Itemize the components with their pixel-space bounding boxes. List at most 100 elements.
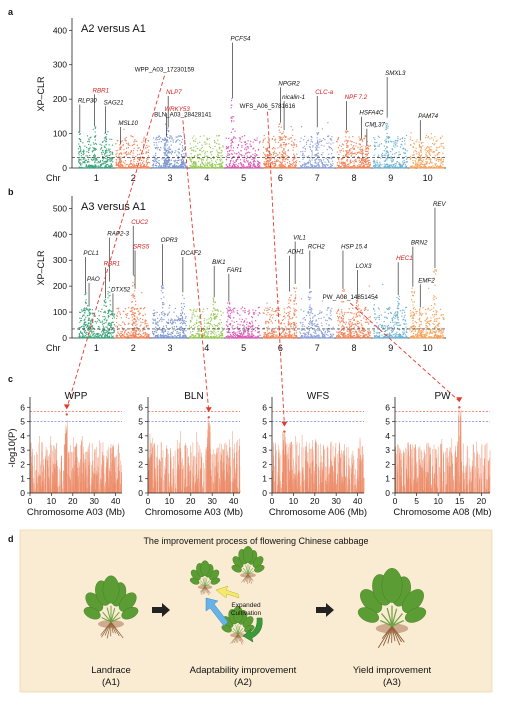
snp-point xyxy=(136,324,137,325)
snp-point xyxy=(156,142,157,143)
snp-point xyxy=(204,320,205,321)
snp-point xyxy=(217,140,218,141)
snp-point xyxy=(385,142,386,143)
snp-point xyxy=(312,141,313,142)
snp-point xyxy=(210,314,211,315)
snp-point xyxy=(126,329,127,330)
snp-point xyxy=(308,167,309,168)
snp-point xyxy=(94,161,95,162)
snp-point xyxy=(376,142,377,143)
snp-point xyxy=(400,167,401,168)
snp-point xyxy=(120,336,121,337)
snp-point xyxy=(199,334,200,335)
snp-point xyxy=(366,164,367,165)
snp-point xyxy=(83,335,84,336)
snp-point xyxy=(118,162,119,163)
snp-point xyxy=(359,160,360,161)
snp-point xyxy=(87,330,88,331)
snp-point xyxy=(285,145,286,146)
snp-point xyxy=(123,129,124,130)
snp-point xyxy=(156,312,157,313)
panel-letter-b: b xyxy=(8,187,14,197)
snp-point xyxy=(382,153,383,154)
snp-point xyxy=(154,144,155,145)
snp-point xyxy=(80,139,81,140)
chromosome-tick-label: 1 xyxy=(94,343,99,353)
snp-point xyxy=(386,151,387,152)
snp-point xyxy=(309,159,310,160)
snp-point xyxy=(190,160,191,161)
snp-point xyxy=(155,326,156,327)
snp-point xyxy=(105,151,106,152)
snp-point xyxy=(400,139,401,140)
snp-point xyxy=(205,164,206,165)
chromosome-tick-label: 7 xyxy=(315,173,320,183)
snp-point xyxy=(323,145,324,146)
snp-point xyxy=(185,166,186,167)
snp-point xyxy=(317,140,318,141)
snp-point xyxy=(353,167,354,168)
snp-point xyxy=(165,160,166,161)
snp-point xyxy=(379,162,380,163)
snp-point xyxy=(318,144,319,145)
snp-point xyxy=(421,155,422,156)
snp-point xyxy=(174,326,175,327)
snp-point xyxy=(112,144,113,145)
snp-point xyxy=(331,136,332,137)
snp-point xyxy=(98,310,99,311)
snp-point xyxy=(234,152,235,153)
snp-point xyxy=(387,117,388,118)
snp-point xyxy=(221,163,222,164)
snp-point xyxy=(79,322,80,323)
snp-point xyxy=(90,330,91,331)
snp-point xyxy=(80,331,81,332)
snp-point xyxy=(328,142,329,143)
y-tick-label: 0 xyxy=(62,333,67,343)
snp-point xyxy=(130,135,131,136)
snp-point xyxy=(378,166,379,167)
snp-point xyxy=(390,164,391,165)
snp-point xyxy=(365,146,366,147)
snp-point xyxy=(359,138,360,139)
snp-point xyxy=(220,157,221,158)
snp-point xyxy=(132,312,133,313)
snp-point xyxy=(161,141,162,142)
snp-point xyxy=(292,160,293,161)
snp-point xyxy=(202,159,203,160)
snp-point xyxy=(195,141,196,142)
snp-point xyxy=(227,151,228,152)
snp-point xyxy=(137,148,138,149)
snp-point xyxy=(206,160,207,161)
snp-point xyxy=(365,156,366,157)
snp-point xyxy=(338,154,339,155)
snp-point xyxy=(146,325,147,326)
snp-point xyxy=(84,323,85,324)
snp-point xyxy=(171,144,172,145)
snp-point xyxy=(310,165,311,166)
snp-point xyxy=(121,333,122,334)
snp-point xyxy=(173,322,174,323)
snp-point xyxy=(327,164,328,165)
snp-point xyxy=(104,167,105,168)
snp-point xyxy=(280,167,281,168)
snp-point xyxy=(339,150,340,151)
snp-point xyxy=(266,164,267,165)
snp-point xyxy=(183,165,184,166)
snp-point xyxy=(355,145,356,146)
snp-point xyxy=(122,140,123,141)
snp-point xyxy=(78,148,79,149)
snp-point xyxy=(171,163,172,164)
snp-point xyxy=(193,310,194,311)
snp-point xyxy=(336,141,337,142)
snp-point xyxy=(381,143,382,144)
snp-point xyxy=(181,309,182,310)
snp-point xyxy=(441,143,442,144)
snp-point xyxy=(156,161,157,162)
snp-point xyxy=(347,152,348,153)
snp-point xyxy=(327,149,328,150)
snp-point xyxy=(155,160,156,161)
snp-point xyxy=(180,323,181,324)
snp-point xyxy=(246,143,247,144)
snp-point xyxy=(327,136,328,137)
snp-point xyxy=(147,159,148,160)
